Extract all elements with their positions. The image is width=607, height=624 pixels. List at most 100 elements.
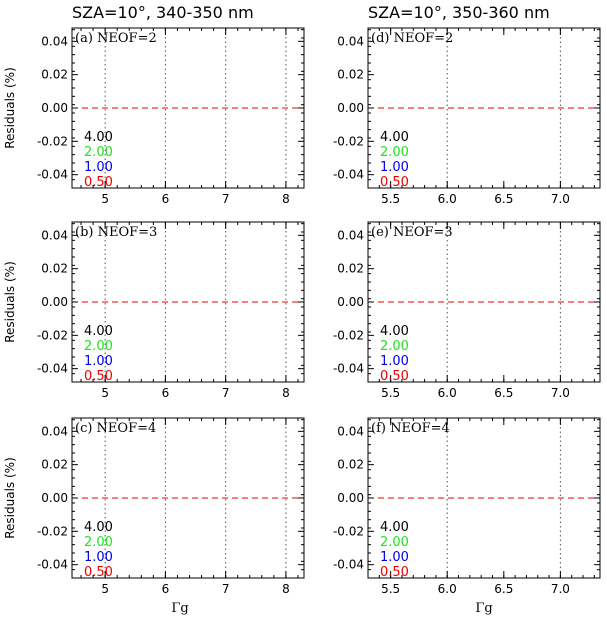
x-tick-label: 8: [282, 386, 290, 400]
legend-entry-2-00: 2.00: [84, 339, 113, 354]
x-tick-label: 5: [101, 386, 109, 400]
legend-entry-1-00: 1.00: [84, 550, 113, 565]
legend-entry-0-50: 0.50: [380, 565, 409, 580]
panel-label: (c) NEOF=4: [75, 421, 156, 436]
legend-entry-1-00: 1.00: [380, 550, 409, 565]
plot-area: [368, 107, 600, 109]
y-tick-label: 0.00: [41, 295, 68, 309]
x-tick-label: 7: [222, 582, 230, 596]
legend-entry-0-50: 0.50: [84, 175, 113, 190]
legend-entry-1-00: 1.00: [84, 354, 113, 369]
legend-entry-4-00: 4.00: [380, 324, 409, 339]
y-tick-label: 0.02: [41, 262, 68, 276]
panel-2: -0.04 -0.02 0.00 0.02 0.04 5.5 6.0 6.5 7.0 (d) NE…: [333, 27, 601, 206]
legend-entry-1-00: 1.00: [84, 160, 113, 175]
x-tick-label: 5: [101, 192, 109, 206]
x-tick-label: 7.0: [551, 386, 570, 400]
y-tick-label: -0.02: [37, 328, 68, 342]
x-tick-label: 5.5: [381, 386, 400, 400]
legend-entry-1-00: 1.00: [380, 354, 409, 369]
x-tick-label: 5.5: [381, 192, 400, 206]
panel-6: -0.04 -0.02 0.00 0.02 0.04 5.5 6.0 6.5 7.0 (f) NE…: [333, 417, 601, 596]
panel-label: (f) NEOF=4: [371, 421, 450, 436]
y-tick-label: 0.04: [337, 424, 364, 438]
x-tick-label: 5: [101, 582, 109, 596]
y-tick-label: 0.02: [41, 458, 68, 472]
legend-entry-0-50: 0.50: [84, 369, 113, 384]
y-tick-label: -0.04: [333, 558, 364, 572]
y-tick-label: -0.04: [37, 362, 68, 376]
y-tick-label: 0.00: [337, 491, 364, 505]
legend-entry-4-00: 4.00: [84, 130, 113, 145]
xlabel-left: Γg: [171, 601, 188, 616]
plot-area: [368, 301, 600, 303]
y-tick-label: -0.02: [333, 328, 364, 342]
legend-entry-0-50: 0.50: [380, 369, 409, 384]
xlabel-right: Γg: [475, 601, 492, 616]
panel-3: -0.04 -0.02 0.00 0.02 0.04 5 6 7 8 (b) NEOF=3 4.00…: [37, 221, 305, 400]
y-tick-label: -0.04: [333, 362, 364, 376]
column-title-right: SZA=10°, 350-360 nm: [368, 3, 550, 22]
x-tick-label: 6.5: [494, 192, 513, 206]
legend-entry-1-00: 1.00: [380, 160, 409, 175]
x-tick-label: 6: [162, 386, 170, 400]
legend-entry-2-00: 2.00: [380, 339, 409, 354]
legend-entry-2-00: 2.00: [84, 535, 113, 550]
ylabel-row-1: Residuals (%): [3, 67, 17, 149]
y-tick-label: -0.04: [37, 558, 68, 572]
x-tick-label: 6.0: [438, 192, 457, 206]
y-tick-label: 0.04: [337, 228, 364, 242]
plot-area: [72, 301, 304, 303]
y-tick-label: 0.02: [337, 68, 364, 82]
plot-area: [72, 107, 304, 109]
y-tick-label: -0.04: [333, 168, 364, 182]
column-title-left: SZA=10°, 340-350 nm: [72, 3, 254, 22]
x-tick-label: 6: [162, 582, 170, 596]
panel-label: (e) NEOF=3: [371, 225, 453, 240]
x-tick-label: 8: [282, 192, 290, 206]
y-tick-label: 0.02: [337, 262, 364, 276]
y-tick-label: 0.04: [41, 228, 68, 242]
legend-entry-2-00: 2.00: [84, 145, 113, 160]
legend-entry-4-00: 4.00: [380, 520, 409, 535]
x-tick-label: 6.5: [494, 386, 513, 400]
x-tick-label: 7: [222, 192, 230, 206]
y-tick-label: 0.02: [41, 68, 68, 82]
panel-4: -0.04 -0.02 0.00 0.02 0.04 5.5 6.0 6.5 7.0 (e) NE…: [333, 221, 601, 400]
x-tick-label: 5.5: [381, 582, 400, 596]
ylabel-row-3: Residuals (%): [3, 457, 17, 539]
y-tick-label: 0.02: [337, 458, 364, 472]
legend-entry-2-00: 2.00: [380, 145, 409, 160]
plot-area: [72, 497, 304, 499]
legend-entry-4-00: 4.00: [380, 130, 409, 145]
y-tick-label: 0.04: [41, 424, 68, 438]
y-tick-label: 0.00: [337, 101, 364, 115]
panel-label: (b) NEOF=3: [75, 225, 157, 240]
y-tick-label: -0.02: [37, 524, 68, 538]
panel-5: -0.04 -0.02 0.00 0.02 0.04 5 6 7 8 (c) NEOF=4 4.00…: [37, 417, 305, 596]
x-tick-label: 7.0: [551, 582, 570, 596]
panel-label: (a) NEOF=2: [75, 31, 157, 46]
legend-entry-0-50: 0.50: [84, 565, 113, 580]
x-tick-label: 6.0: [438, 386, 457, 400]
y-tick-label: 0.00: [41, 491, 68, 505]
y-tick-label: -0.02: [333, 524, 364, 538]
x-tick-label: 6.5: [494, 582, 513, 596]
y-tick-label: -0.04: [37, 168, 68, 182]
plot-area: [368, 497, 600, 499]
x-tick-label: 6: [162, 192, 170, 206]
panel-label: (d) NEOF=2: [371, 31, 453, 46]
x-tick-label: 7.0: [551, 192, 570, 206]
y-tick-label: -0.02: [333, 134, 364, 148]
legend-entry-4-00: 4.00: [84, 324, 113, 339]
x-tick-label: 8: [282, 582, 290, 596]
legend-entry-0-50: 0.50: [380, 175, 409, 190]
legend-entry-2-00: 2.00: [380, 535, 409, 550]
y-tick-label: 0.00: [337, 295, 364, 309]
y-tick-label: 0.04: [41, 34, 68, 48]
x-tick-label: 6.0: [438, 582, 457, 596]
y-tick-label: -0.02: [37, 134, 68, 148]
y-tick-label: 0.04: [337, 34, 364, 48]
y-tick-label: 0.00: [41, 101, 68, 115]
